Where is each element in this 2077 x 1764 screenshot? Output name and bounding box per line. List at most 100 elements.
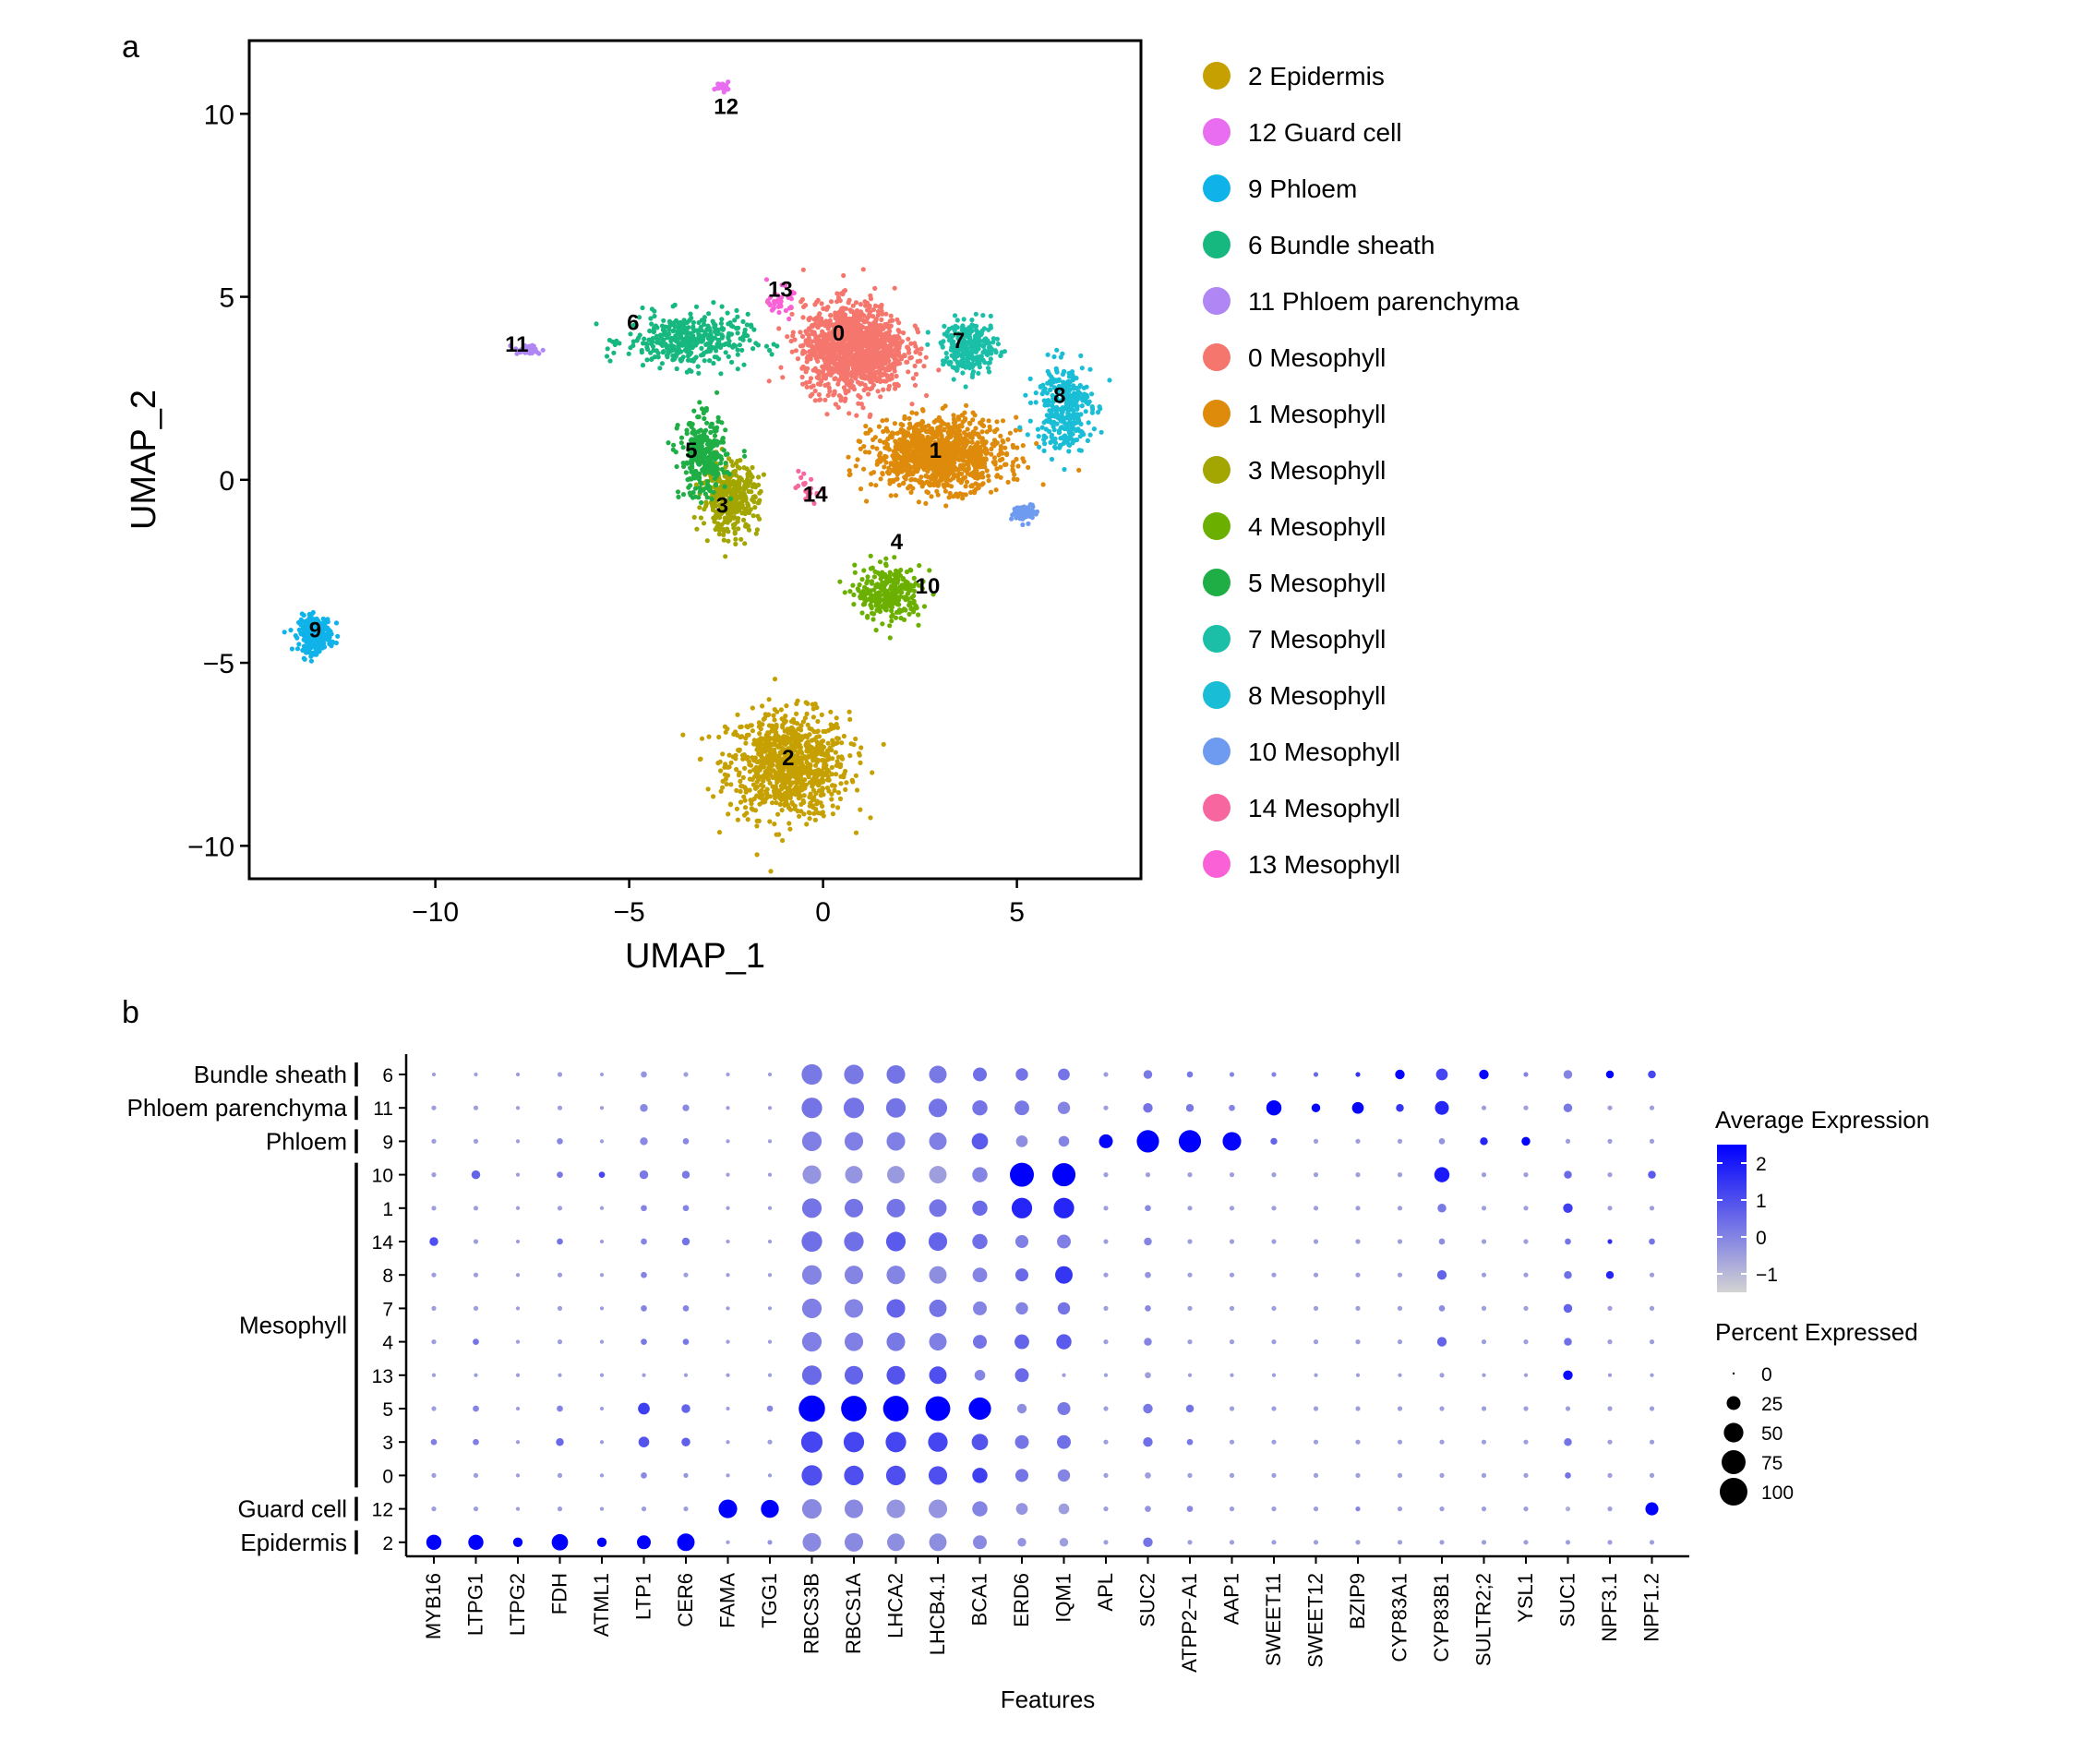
umap-point	[720, 778, 726, 785]
umap-point	[742, 805, 749, 810]
umap-point	[726, 342, 732, 348]
umap-point	[868, 588, 874, 594]
umap-point	[716, 830, 723, 835]
umap-point	[798, 809, 804, 814]
umap-point	[866, 335, 871, 341]
panel-a-letter: a	[122, 30, 139, 65]
umap-point	[710, 442, 715, 448]
umap-point	[728, 782, 734, 787]
umap-point	[785, 334, 790, 340]
umap-point	[912, 382, 918, 388]
umap-point	[946, 495, 952, 500]
umap-point	[894, 335, 900, 341]
umap-point	[672, 324, 678, 330]
umap-point	[741, 517, 747, 523]
umap-point	[738, 778, 743, 785]
umap-point	[721, 537, 726, 543]
umap-point	[957, 423, 963, 428]
umap-point	[848, 308, 854, 315]
umap-point	[771, 713, 776, 718]
umap-point	[791, 720, 797, 726]
umap-point	[738, 799, 744, 805]
umap-point	[936, 367, 942, 373]
umap-point	[815, 740, 821, 746]
umap-point	[696, 370, 702, 376]
umap-point	[722, 724, 728, 729]
umap-point	[824, 757, 830, 762]
umap-point	[723, 350, 728, 355]
umap-point	[894, 568, 899, 573]
umap-point	[691, 336, 697, 342]
umap-point	[789, 349, 795, 354]
umap-point	[804, 711, 810, 717]
umap-point	[828, 709, 834, 714]
umap-point	[819, 301, 824, 306]
umap-point	[640, 305, 645, 311]
umap-point	[813, 774, 820, 780]
umap-point	[311, 652, 318, 657]
umap-point	[945, 425, 952, 430]
umap-point	[696, 414, 702, 420]
umap-point	[877, 559, 883, 565]
umap-point	[963, 484, 968, 489]
umap-point	[304, 640, 309, 645]
umap-point	[825, 740, 831, 746]
umap-point	[846, 300, 851, 306]
umap-point	[757, 731, 762, 737]
umap-point	[820, 364, 825, 369]
umap-point	[942, 482, 948, 487]
umap-point	[686, 325, 691, 330]
umap-point	[844, 381, 850, 387]
umap-point	[859, 593, 865, 598]
umap-point	[308, 658, 314, 664]
umap-point	[761, 472, 767, 477]
umap-point	[684, 431, 690, 437]
umap-point	[908, 477, 914, 483]
umap-point	[830, 742, 835, 748]
umap-point	[882, 574, 887, 580]
umap-point	[841, 272, 846, 279]
umap-point	[900, 422, 906, 428]
umap-point	[809, 384, 814, 390]
umap-point	[730, 344, 736, 350]
umap-point	[756, 818, 762, 824]
umap-point	[838, 781, 844, 786]
umap-point	[872, 285, 878, 291]
umap-point	[745, 501, 750, 507]
umap-point	[812, 398, 818, 403]
umap-point	[335, 633, 341, 639]
umap-point	[702, 415, 707, 422]
umap-point	[745, 754, 750, 761]
umap-cluster-9	[282, 609, 341, 664]
umap-point	[896, 441, 902, 448]
umap-point	[793, 736, 798, 741]
umap-point	[808, 376, 814, 381]
umap-point	[811, 810, 817, 816]
umap-point	[910, 376, 917, 381]
umap-point	[678, 440, 684, 446]
umap-point	[711, 794, 716, 799]
umap-point	[841, 733, 847, 739]
umap-point	[789, 732, 795, 738]
umap-point	[892, 465, 897, 471]
umap-point	[778, 365, 784, 370]
umap-point	[787, 761, 793, 766]
umap-point	[798, 749, 804, 754]
umap-point	[830, 803, 835, 809]
umap-point	[859, 577, 865, 582]
umap-point	[799, 374, 805, 380]
umap-point	[814, 729, 820, 735]
umap-point	[750, 782, 757, 787]
umap-point	[728, 760, 734, 765]
umap-point	[742, 483, 748, 488]
umap-point	[720, 84, 726, 90]
umap-point	[626, 351, 631, 356]
umap-point	[737, 481, 742, 486]
umap-point	[719, 304, 725, 309]
umap-point	[654, 348, 659, 354]
umap-point	[804, 384, 810, 390]
umap-point	[704, 538, 710, 544]
umap-point	[699, 443, 704, 449]
umap-point	[895, 577, 901, 582]
umap-point	[680, 328, 686, 333]
